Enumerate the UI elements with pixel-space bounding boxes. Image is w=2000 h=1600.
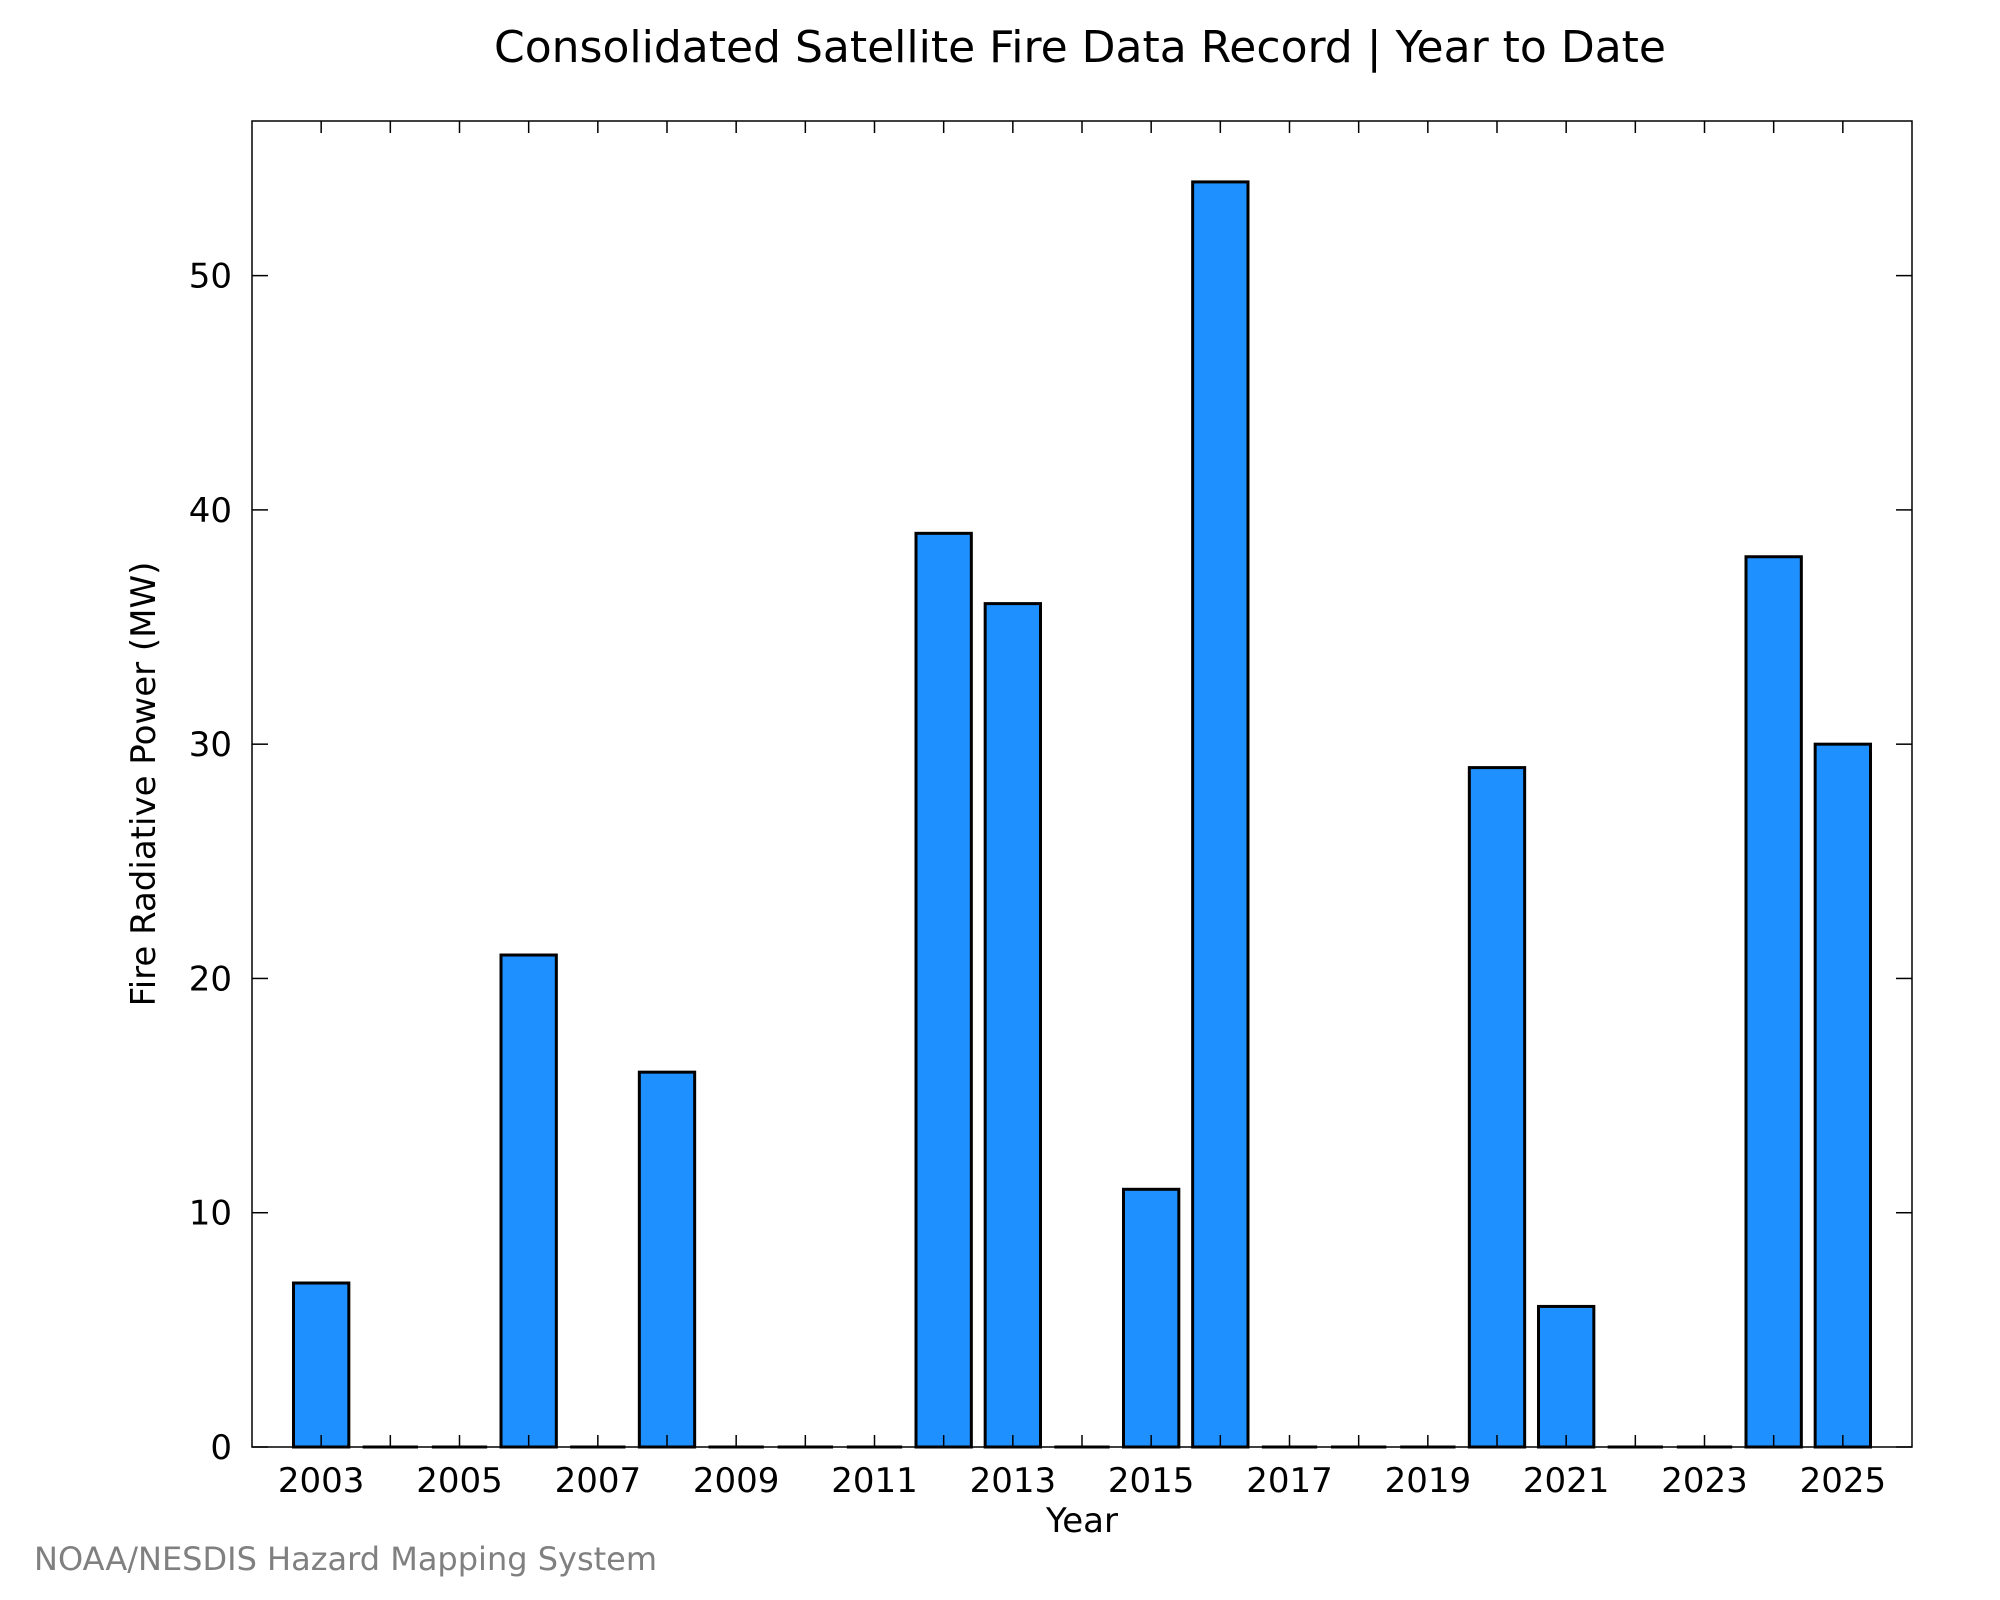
y-tick-label-30: 30 xyxy=(189,725,232,765)
bar-2025 xyxy=(1813,742,1872,1449)
bar-2008 xyxy=(637,1070,697,1449)
y-tick-label-20: 20 xyxy=(189,959,232,999)
x-tick-label-2003: 2003 xyxy=(278,1461,365,1501)
bar-2003 xyxy=(292,1281,351,1449)
x-tick-label-2025: 2025 xyxy=(1800,1461,1887,1501)
y-tick-label-10: 10 xyxy=(189,1194,232,1234)
x-tick-label-2007: 2007 xyxy=(555,1461,642,1501)
bar-2021 xyxy=(1537,1304,1596,1449)
bar-2016 xyxy=(1191,180,1250,1449)
x-tick-label-2011: 2011 xyxy=(831,1461,918,1501)
credit-text: NOAA/NESDIS Hazard Mapping System xyxy=(34,1540,658,1578)
y-axis-label: Fire Radiative Power (MW) xyxy=(124,562,164,1007)
x-axis-label: Year xyxy=(1045,1501,1118,1541)
bar-2012 xyxy=(914,531,973,1449)
x-tick-label-2017: 2017 xyxy=(1246,1461,1333,1501)
x-tick-label-2019: 2019 xyxy=(1385,1461,1472,1501)
y-tick-label-50: 50 xyxy=(189,257,232,297)
x-tick-label-2009: 2009 xyxy=(693,1461,780,1501)
y-tick-label-40: 40 xyxy=(189,491,232,531)
bar-2006 xyxy=(499,953,558,1449)
chart-title: Consolidated Satellite Fire Data Record … xyxy=(494,22,1666,73)
x-tick-label-2005: 2005 xyxy=(416,1461,503,1501)
y-tick-label-0: 0 xyxy=(210,1428,232,1468)
bar-2013 xyxy=(983,602,1043,1449)
x-tick-label-2023: 2023 xyxy=(1661,1461,1748,1501)
x-tick-label-2015: 2015 xyxy=(1108,1461,1195,1501)
x-tick-label-2013: 2013 xyxy=(970,1461,1057,1501)
x-tick-label-2021: 2021 xyxy=(1523,1461,1610,1501)
bar-2020 xyxy=(1467,766,1527,1449)
bar-2015 xyxy=(1122,1187,1181,1449)
bar-2024 xyxy=(1744,555,1803,1449)
